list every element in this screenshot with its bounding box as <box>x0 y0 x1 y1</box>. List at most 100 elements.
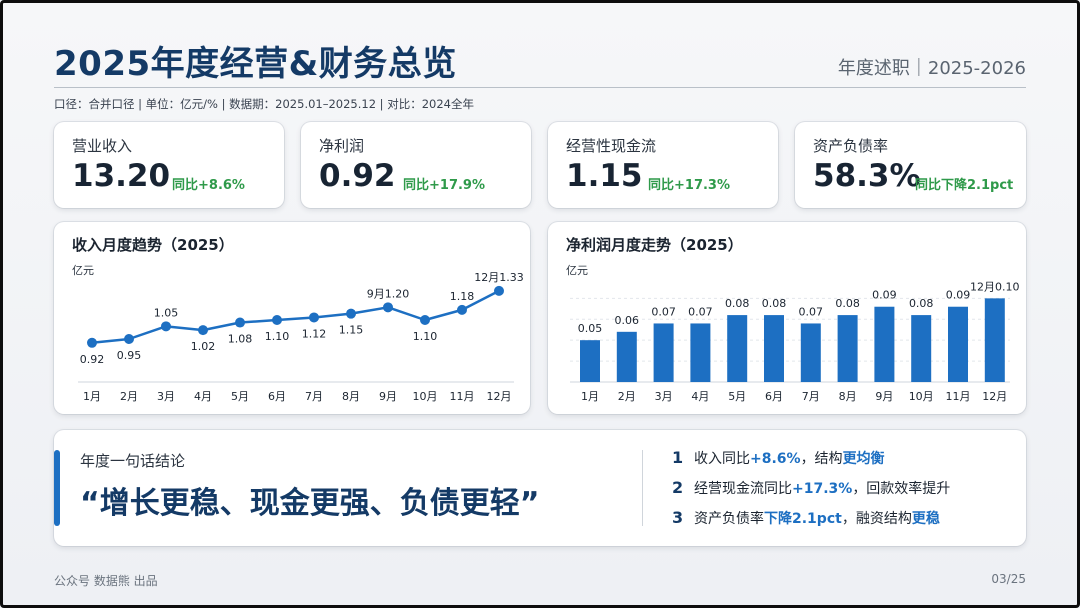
data-label: 1.10 <box>413 330 438 343</box>
revenue-trend-card: 收入月度趋势（2025） 亿元 0.92 1月 0.95 2月 1.05 3月 1.02 4月… <box>54 222 530 414</box>
x-tick-label: 10月 <box>413 390 438 403</box>
x-tick-label: 9月 <box>875 390 893 403</box>
bar <box>764 315 784 382</box>
x-tick-label: 4月 <box>691 390 709 403</box>
data-point <box>494 285 504 296</box>
highlight-text: 下降2.1pct <box>764 511 842 527</box>
x-tick-label: 11月 <box>450 390 475 403</box>
x-tick-label: 6月 <box>268 390 286 403</box>
page-title: 2025年度经营&财务总览 <box>54 44 457 84</box>
data-label: 1.08 <box>228 333 253 346</box>
bar <box>727 315 748 382</box>
x-tick-label: 5月 <box>231 390 249 403</box>
chart-title: 收入月度趋势（2025） <box>72 236 234 254</box>
conclusion-quote: “增长更稳、现金更强、负债更轻” <box>80 486 540 521</box>
kpi-label: 资产负债率 <box>813 137 889 155</box>
conclusion-point: 2 经营现金流同比+17.3%，回款效率提升 <box>672 478 950 498</box>
x-tick-label: 12月 <box>487 390 512 403</box>
kpi-delta: 同比+17.9% <box>403 178 485 193</box>
point-number: 1 <box>672 448 684 467</box>
data-label: 12月0.10 <box>970 280 1020 293</box>
x-tick-label: 4月 <box>194 390 212 403</box>
x-tick-label: 3月 <box>157 390 175 403</box>
data-label: 9月1.20 <box>367 287 410 300</box>
x-tick-label: 6月 <box>765 390 783 403</box>
x-tick-label: 2月 <box>120 390 138 403</box>
x-tick-label: 2月 <box>618 390 636 403</box>
x-tick-label: 7月 <box>305 390 323 403</box>
x-tick-label: 5月 <box>728 390 746 403</box>
bar <box>911 315 932 382</box>
kpi-delta: 同比+17.3% <box>648 178 730 193</box>
data-point <box>161 321 171 332</box>
data-label: 1.05 <box>154 306 179 319</box>
data-label: 0.08 <box>762 297 787 310</box>
data-label: 1.15 <box>339 324 364 337</box>
bar <box>948 306 968 382</box>
kpi-card-net-profit: 净利润 0.92 同比+17.9% <box>301 122 531 208</box>
conclusion-card: 年度一句话结论 “增长更稳、现金更强、负债更轻” 1 收入同比+8.6%，结构更均… <box>54 430 1026 546</box>
header-divider <box>54 87 1026 88</box>
data-point <box>457 304 467 315</box>
data-label: 0.92 <box>80 353 105 366</box>
page-tagline: 年度述职｜2025-2026 <box>837 58 1026 79</box>
x-tick-label: 10月 <box>909 390 934 403</box>
page-number: 03/25 <box>991 572 1026 586</box>
data-point <box>272 315 282 325</box>
data-point <box>383 302 393 313</box>
x-tick-label: 3月 <box>655 390 673 403</box>
kpi-label: 净利润 <box>319 137 365 155</box>
data-label: 0.08 <box>835 297 860 310</box>
kpi-delta: 同比+8.6% <box>172 178 245 193</box>
data-label: 1.12 <box>302 327 327 340</box>
data-point <box>309 312 319 323</box>
data-label: 0.07 <box>651 305 676 318</box>
data-label: 0.09 <box>872 289 897 302</box>
point-text: ，融资结构 <box>841 511 912 527</box>
data-label: 1.18 <box>450 290 475 303</box>
point-text: 收入同比 <box>694 451 750 467</box>
highlight-text: +17.3% <box>792 481 853 497</box>
bar <box>616 331 637 382</box>
data-label: 0.08 <box>909 297 934 310</box>
bar <box>580 340 600 382</box>
kpi-card-debt-ratio: 资产负债率 58.3% 同比下降2.1pct <box>795 122 1026 208</box>
kpi-value: 58.3% <box>813 158 921 194</box>
chart-unit: 亿元 <box>566 264 588 277</box>
x-tick-label: 8月 <box>839 390 857 403</box>
kpi-value: 1.15 <box>566 158 643 194</box>
x-tick-label: 12月 <box>982 390 1007 403</box>
net-profit-bar-chart: 0.05 1月 0.06 2月 0.07 3月 0.07 4月 0.08 5月 0.08 6月 0.07… <box>570 280 1020 403</box>
kpi-label: 营业收入 <box>72 137 133 155</box>
data-point <box>198 325 208 336</box>
data-label: 1.10 <box>265 330 290 343</box>
data-scope-note: 口径：合并口径 | 单位：亿元/% | 数据期：2025.01–2025.12 … <box>54 97 474 111</box>
revenue-series-line <box>91 289 500 345</box>
x-tick-label: 7月 <box>802 390 820 403</box>
data-point <box>87 337 97 348</box>
revenue-line-chart: 0.92 1月 0.95 2月 1.05 3月 1.02 4月 1.08 5月 1.10 6月 1.12… <box>78 271 524 403</box>
highlight-text: +8.6% <box>750 451 801 467</box>
data-label: 0.08 <box>725 297 750 310</box>
bar <box>690 323 711 382</box>
point-text: ，结构 <box>800 451 843 467</box>
chart-title: 净利润月度走势（2025） <box>566 236 743 254</box>
point-number: 3 <box>672 508 684 527</box>
point-text: 资产负债率 <box>694 511 764 527</box>
net-profit-trend-card: 净利润月度走势（2025） 亿元 0.05 1月 0.06 2月 0.07 3月 0.07 4… <box>548 222 1026 414</box>
data-label: 12月1.33 <box>474 271 524 284</box>
data-point <box>420 315 430 325</box>
data-point <box>124 334 134 344</box>
x-tick-label: 1月 <box>83 390 101 403</box>
data-label: 1.02 <box>191 340 216 353</box>
data-label: 0.06 <box>615 314 640 327</box>
bar <box>800 323 821 382</box>
data-label: 0.07 <box>688 305 713 318</box>
x-tick-label: 11月 <box>946 390 971 403</box>
accent-bar <box>54 450 60 526</box>
kpi-label: 经营性现金流 <box>566 137 657 155</box>
data-point <box>235 317 245 328</box>
kpi-delta: 同比下降2.1pct <box>915 178 1014 193</box>
x-tick-label: 8月 <box>342 390 360 403</box>
bar <box>653 323 674 382</box>
